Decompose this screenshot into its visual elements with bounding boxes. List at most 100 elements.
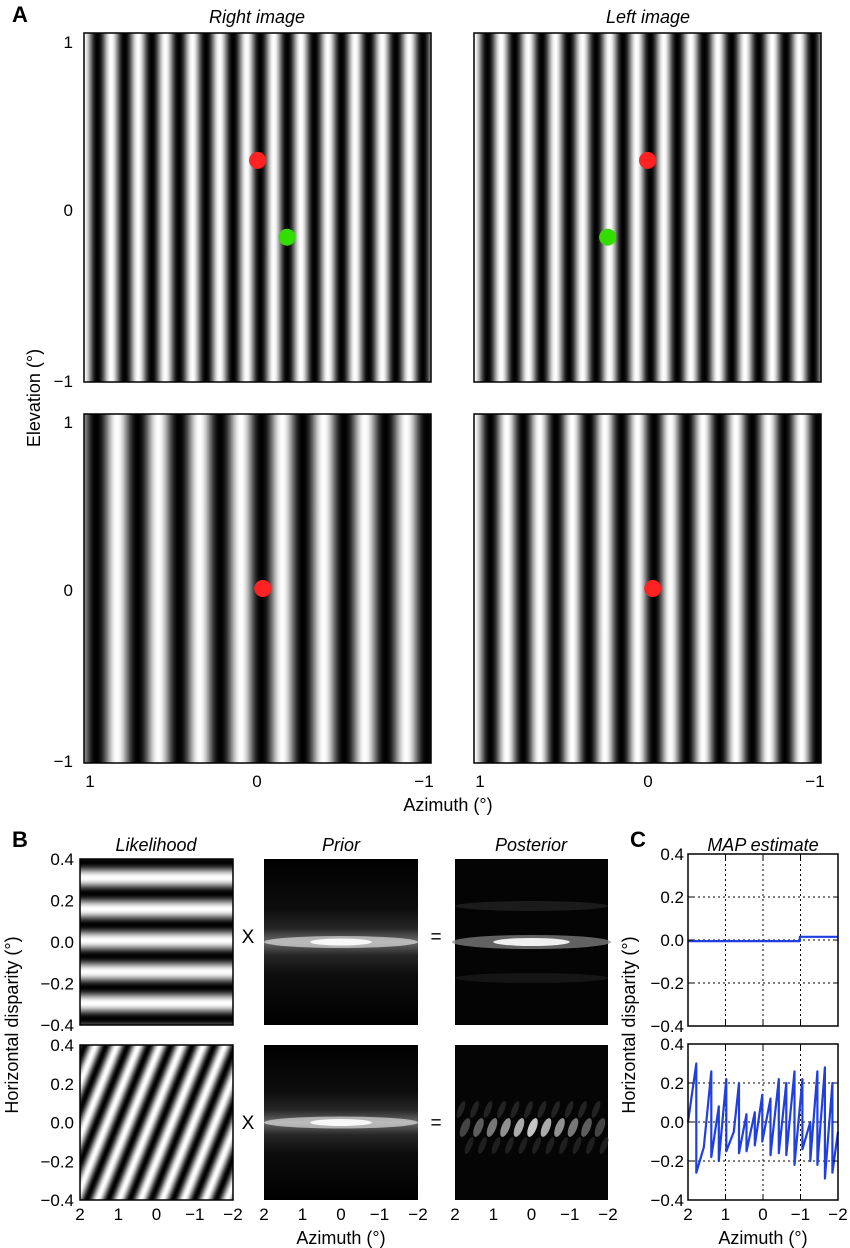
likelihood-image	[80, 859, 233, 1025]
b-ytick-label: 0.4	[50, 850, 74, 869]
b-xticks: 2 1 0 −1 −2 2 1 0 −1 −2 2 1 0 −1 −2	[75, 1205, 617, 1224]
posterior-blob	[459, 1118, 471, 1137]
ylabel-disparity-b: Horizontal disparity (°)	[2, 936, 22, 1113]
posterior-faint-blob	[456, 1101, 466, 1118]
b-xtick-label: −1	[185, 1205, 204, 1224]
posterior-faint-blob	[470, 1101, 479, 1118]
posterior-peak	[493, 938, 570, 946]
b-xtick-label: −2	[598, 1205, 617, 1224]
posterior-blob	[581, 1118, 592, 1137]
right-image-row1	[83, 32, 432, 383]
ylabel-disparity-c: Horizontal disparity (°)	[619, 936, 639, 1113]
posterior-faint-band	[455, 973, 608, 983]
prior-peak	[310, 1119, 372, 1126]
posterior-row1	[451, 859, 612, 1025]
b-xtick-label: −1	[370, 1205, 389, 1224]
b-ytick-label: −0.4	[40, 1016, 74, 1035]
xlabel-azimuth-b: Azimuth (°)	[296, 1228, 385, 1248]
b-ytick-label: 0.2	[50, 1075, 74, 1094]
b-xtick-label: 2	[450, 1205, 459, 1224]
posterior-faint-blob	[510, 1101, 520, 1118]
a-row2-ytick-1: 1	[64, 413, 73, 432]
b-ytick-label: −0.2	[40, 975, 74, 994]
posterior-faint-blob	[505, 1137, 514, 1154]
a-row2-ytick-0: 0	[64, 581, 73, 600]
c-ytick-label: −0.4	[650, 1017, 684, 1036]
posterior-faint-blob	[491, 1137, 501, 1154]
c-ytick-label: 0.0	[660, 931, 684, 950]
c-ytick-label: 0.4	[660, 1035, 684, 1054]
posterior-blob	[473, 1118, 484, 1137]
prior-row1	[264, 859, 418, 1025]
b-xtick-label: 0	[527, 1205, 536, 1224]
posterior-blob	[486, 1118, 498, 1137]
b-xtick-label: 2	[259, 1205, 268, 1224]
prior-row2	[264, 1045, 418, 1200]
b-xtick-label: −1	[560, 1205, 579, 1224]
posterior-blob	[594, 1118, 606, 1137]
posterior-blob	[500, 1118, 511, 1137]
left-image-row2	[473, 413, 822, 764]
a-right-xtick-1: 1	[475, 772, 484, 791]
title-likelihood: Likelihood	[115, 835, 197, 855]
c-xtick-label: −1	[791, 1205, 810, 1224]
b-ytick-label: 0.0	[50, 933, 74, 952]
xlabel-azimuth-a: Azimuth (°)	[403, 795, 492, 815]
title-posterior: Posterior	[495, 835, 568, 855]
image-frame	[473, 32, 822, 383]
image-frame	[79, 858, 234, 1026]
posterior-faint-blob	[464, 1137, 474, 1154]
op-times-row2: X	[242, 1113, 255, 1134]
b-xtick-label: −2	[408, 1205, 427, 1224]
c-xtick-label: 0	[758, 1205, 767, 1224]
c-ytick-label: 0.0	[660, 1113, 684, 1132]
map-estimate-row2: 0.4 0.2 0.0 −0.2 −0.42 1 0 −1 −2	[650, 1035, 847, 1224]
a-row2-ytick-m1: −1	[54, 752, 73, 771]
b-ytick-label: 0.0	[50, 1114, 74, 1133]
c-ytick-label: 0.2	[660, 888, 684, 907]
image-frame	[83, 413, 432, 764]
posterior-faint-blob	[537, 1101, 547, 1118]
b-ytick-label: 0.4	[50, 1036, 74, 1055]
a-row1-ytick-0: 0	[64, 201, 73, 220]
b-ytick-label: −0.4	[40, 1191, 74, 1210]
a-row1-ytick-m1: −1	[54, 372, 73, 391]
title-right-image: Right image	[209, 7, 305, 27]
prior-peak	[310, 938, 372, 946]
posterior-blob	[554, 1118, 565, 1137]
posterior-faint-blob	[532, 1137, 541, 1154]
b-xtick-label: −2	[223, 1205, 242, 1224]
c-xtick-label: 2	[683, 1205, 692, 1224]
posterior-faint-blob	[572, 1137, 582, 1154]
op-times-row1: X	[242, 927, 255, 948]
posterior-faint-band	[455, 901, 608, 911]
b-xtick-label: 2	[75, 1205, 84, 1224]
red-point	[254, 580, 272, 597]
xlabel-azimuth-c: Azimuth (°)	[718, 1228, 807, 1248]
a-left-xtick-0: 0	[252, 772, 261, 791]
posterior-faint-blob	[559, 1137, 568, 1154]
map-estimate-line	[688, 935, 838, 943]
c-ytick-label: −0.2	[650, 974, 684, 993]
red-point	[644, 580, 662, 597]
posterior-faint-blob	[591, 1101, 601, 1118]
likelihood-row2	[79, 1044, 234, 1201]
c-xtick-label: −2	[828, 1205, 847, 1224]
posterior-faint-blob	[551, 1101, 560, 1118]
title-left-image: Left image	[606, 7, 690, 27]
posterior-blob	[567, 1118, 579, 1137]
title-prior: Prior	[322, 835, 361, 855]
posterior-faint-blob	[524, 1101, 533, 1118]
posterior-faint-blob	[599, 1137, 609, 1154]
op-equals-row1: =	[430, 927, 441, 948]
b-yticks: 0.40.20.0−0.2−0.40.40.20.0−0.2−0.4	[40, 850, 74, 1210]
a-left-xtick-1: 1	[85, 772, 94, 791]
left-image-row1	[473, 32, 822, 383]
panel-label-a: A	[12, 2, 28, 27]
ylabel-elevation: Elevation (°)	[24, 349, 44, 447]
red-point	[639, 151, 656, 169]
b-ytick-label: 0.2	[50, 892, 74, 911]
a-row1-ytick-1: 1	[64, 33, 73, 52]
green-point	[599, 228, 617, 246]
